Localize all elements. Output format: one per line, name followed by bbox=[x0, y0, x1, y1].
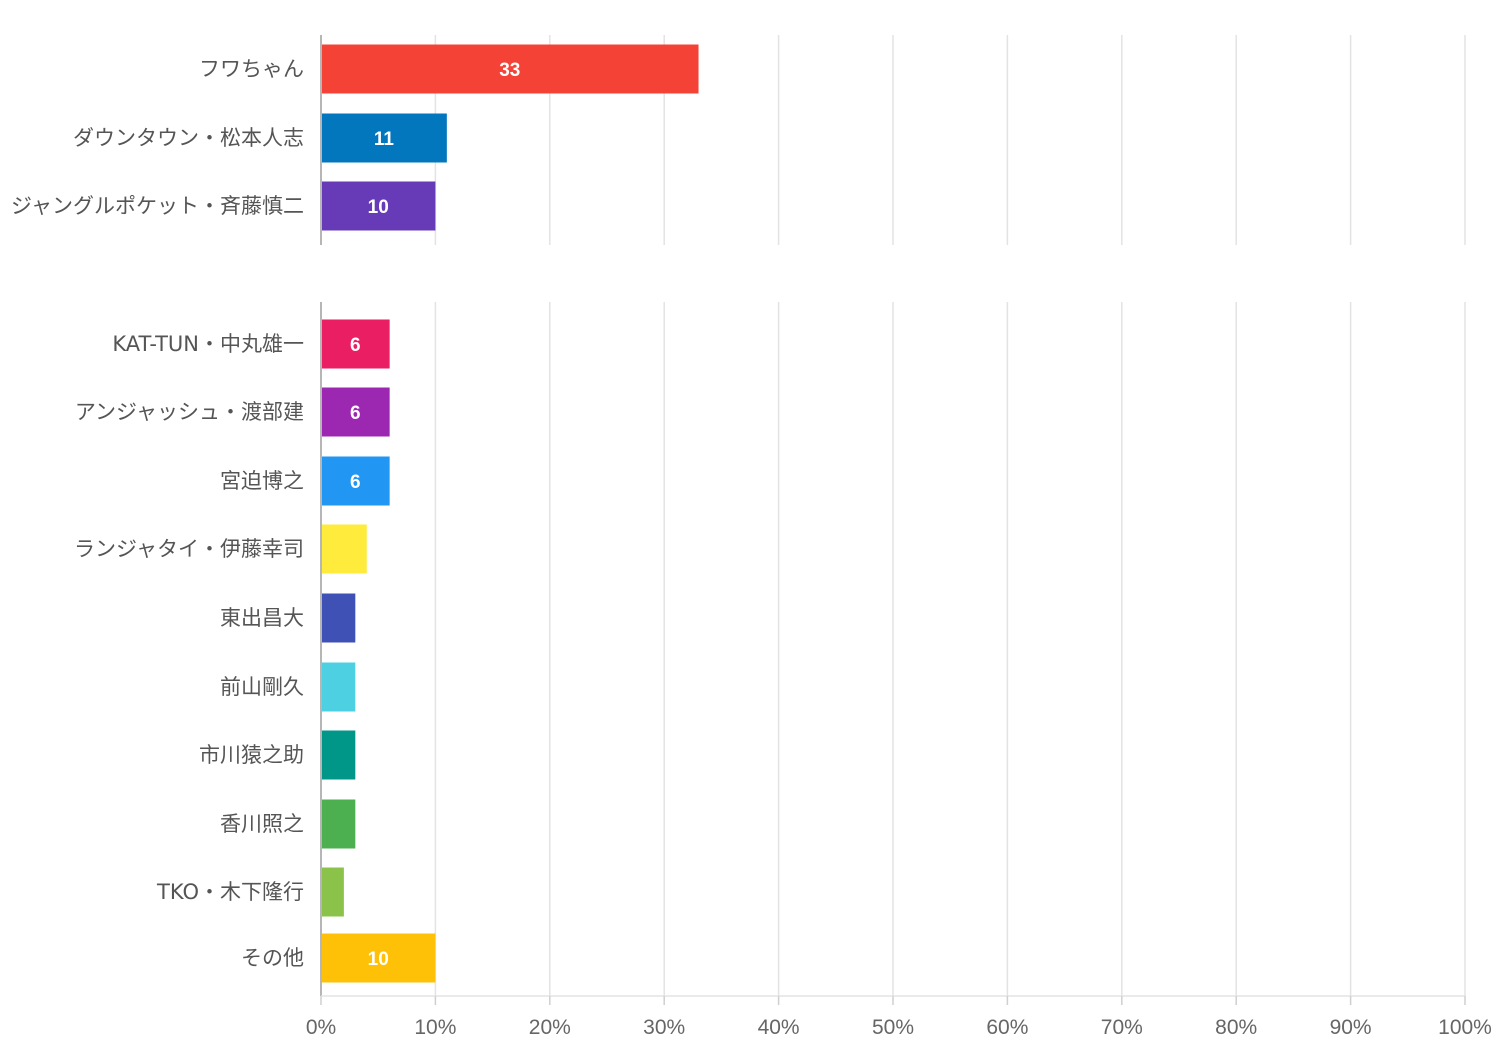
bar bbox=[322, 662, 356, 712]
x-tick-label: 30% bbox=[643, 1016, 685, 1039]
category-label: ランジャタイ・伊藤幸司 bbox=[74, 537, 304, 561]
category-label: 東出昌大 bbox=[220, 606, 304, 630]
bar bbox=[322, 799, 356, 849]
category-label: 香川照之 bbox=[220, 812, 304, 836]
axes bbox=[320, 35, 1466, 1005]
category-label: フワちゃん bbox=[199, 57, 304, 81]
category-label: ジャングルポケット・斉藤慎二 bbox=[11, 194, 304, 218]
bar-value-label: 11 bbox=[374, 129, 395, 150]
bar-value-label: 33 bbox=[499, 60, 520, 81]
x-tick-label: 10% bbox=[414, 1016, 456, 1039]
category-label: 前山剛久 bbox=[220, 675, 304, 699]
x-tick-label: 40% bbox=[758, 1016, 800, 1039]
x-tick-label: 100% bbox=[1438, 1016, 1492, 1039]
bar bbox=[322, 113, 447, 163]
category-label: KAT-TUN・中丸雄一 bbox=[112, 332, 304, 356]
x-tick-label: 20% bbox=[529, 1016, 571, 1039]
x-tick-label: 0% bbox=[306, 1016, 336, 1039]
bar-value-label: 10 bbox=[368, 949, 389, 970]
category-label: TKO・木下隆行 bbox=[156, 880, 304, 904]
category-label: ダウンタウン・松本人志 bbox=[73, 126, 304, 150]
gridlines bbox=[434, 35, 1466, 996]
bar-value-label: 6 bbox=[350, 472, 361, 493]
x-tick-label: 70% bbox=[1101, 1016, 1143, 1039]
bar bbox=[322, 933, 436, 983]
bar bbox=[322, 44, 699, 94]
bar bbox=[322, 730, 356, 780]
x-tick-label: 50% bbox=[872, 1016, 914, 1039]
bar bbox=[322, 456, 390, 506]
bar bbox=[322, 319, 390, 369]
category-label: アンジャッシュ・渡部建 bbox=[75, 400, 304, 424]
bar-value-label: 6 bbox=[350, 335, 361, 356]
bar-value-label: 10 bbox=[368, 197, 389, 218]
bar bbox=[322, 387, 390, 437]
category-label: 宮迫博之 bbox=[220, 469, 304, 493]
labels: 0% 10% 20% 30% 40% 50% 60% 70% 80% 90% 100% フワちゃん 33… bbox=[11, 57, 1492, 1039]
x-tick-label: 60% bbox=[986, 1016, 1028, 1039]
bars bbox=[322, 44, 699, 983]
x-tick-label: 90% bbox=[1330, 1016, 1372, 1039]
category-label: 市川猿之助 bbox=[199, 743, 304, 767]
bar bbox=[322, 524, 367, 574]
bar bbox=[322, 181, 436, 231]
x-tick-label: 80% bbox=[1215, 1016, 1257, 1039]
bar-value-label: 6 bbox=[350, 403, 361, 424]
bar bbox=[322, 593, 356, 643]
category-label: その他 bbox=[241, 946, 304, 970]
bar bbox=[322, 867, 344, 917]
